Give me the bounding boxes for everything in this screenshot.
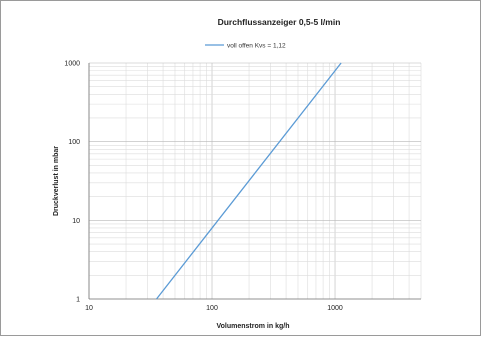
x-tick-label: 1000 xyxy=(327,305,343,312)
x-tick-label: 10 xyxy=(85,305,93,312)
y-tick-label: 10 xyxy=(72,218,80,225)
series-line xyxy=(155,62,342,300)
legend: voll offen Kvs = 1,12 xyxy=(205,43,286,50)
x-axis-title: Volumenstrom in kg/h xyxy=(217,323,290,330)
y-axis-title: Druckverlust in mbar xyxy=(53,146,60,216)
series-group xyxy=(155,62,342,300)
y-tick-label: 1 xyxy=(76,297,80,304)
legend-label: voll offen Kvs = 1,12 xyxy=(227,43,286,50)
x-tick-label: 100 xyxy=(206,305,218,312)
tick-labels: 10 100 1000 1 10 100 1000 xyxy=(64,61,342,313)
y-tick-label: 100 xyxy=(68,139,80,146)
chart-title: Durchflussanzeiger 0,5-5 l/min xyxy=(218,17,341,27)
grid xyxy=(88,62,422,300)
y-tick-label: 1000 xyxy=(64,61,80,68)
